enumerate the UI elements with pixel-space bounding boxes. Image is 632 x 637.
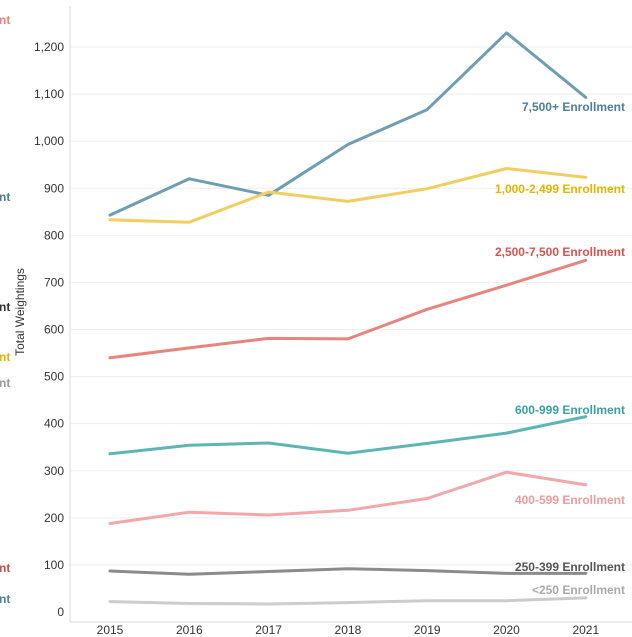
series-line <box>108 31 588 217</box>
y-tick-label: 400 <box>44 417 64 431</box>
series-lines <box>108 31 588 606</box>
y-tick-label: 200 <box>44 511 64 525</box>
edge-label-fragment: nt <box>0 376 10 390</box>
x-tick-label: 2020 <box>493 623 520 637</box>
edge-label-fragment: nt <box>0 561 10 575</box>
edge-label-fragment: nt <box>0 592 10 606</box>
series-label: 7,500+ Enrollment <box>522 100 625 114</box>
y-axis: 0 100 200 300 400 500 600 700 800 900 1,000 1,100 1,… <box>34 40 64 619</box>
series-line <box>108 167 588 224</box>
y-tick-label: 300 <box>44 464 64 478</box>
y-tick-label: 1,100 <box>34 87 64 101</box>
series-label: 1,000-2,499 Enrollment <box>495 182 625 196</box>
series-label: 400-599 Enrollment <box>515 493 625 507</box>
y-axis-label: Total Weightings <box>13 268 27 356</box>
y-tick-label: 800 <box>44 228 64 242</box>
x-tick-label: 2018 <box>335 623 362 637</box>
y-tick-label: 500 <box>44 370 64 384</box>
edge-label-fragment: nt <box>0 13 10 27</box>
x-tick-label: 2016 <box>176 623 203 637</box>
y-tick-label: 900 <box>44 181 64 195</box>
series-label: 250-399 Enrollment <box>515 560 625 574</box>
x-tick-label: 2019 <box>414 623 441 637</box>
series-label: 600-999 Enrollment <box>515 403 625 417</box>
gridlines <box>69 6 632 623</box>
x-axis: 2015 2016 2017 2018 2019 2020 2021 <box>97 623 600 637</box>
series-label: <250 Enrollment <box>532 583 625 597</box>
series-line <box>108 415 588 456</box>
series-label: 2,500-7,500 Enrollment <box>495 245 625 259</box>
series-line <box>108 258 588 360</box>
y-tick-label: 0 <box>57 605 64 619</box>
series-labels: 7,500+ Enrollment 1,000-2,499 Enrollment 2… <box>495 100 625 597</box>
edge-label-fragment: nt <box>0 300 10 314</box>
edge-label-fragment: nt <box>0 190 10 204</box>
x-tick-label: 2017 <box>255 623 282 637</box>
y-tick-label: 1,200 <box>34 40 64 54</box>
y-tick-label: 600 <box>44 323 64 337</box>
y-tick-label: 100 <box>44 558 64 572</box>
x-tick-label: 2015 <box>97 623 124 637</box>
series-line <box>108 470 588 525</box>
x-tick-label: 2021 <box>572 623 599 637</box>
edge-label-fragment: nt <box>0 350 10 364</box>
y-tick-label: 700 <box>44 275 64 289</box>
series-line <box>108 596 588 606</box>
left-edge-fragments: nt nt nt nt nt nt nt <box>0 13 10 606</box>
series-line <box>108 567 588 576</box>
y-tick-label: 1,000 <box>34 134 64 148</box>
